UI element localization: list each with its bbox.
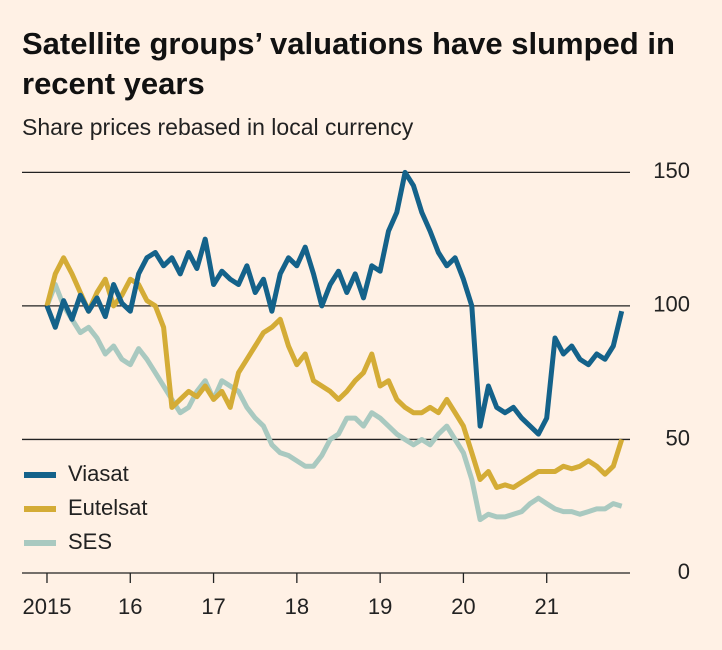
y-tick-label: 100 [653, 292, 690, 317]
legend-label: SES [68, 529, 112, 554]
x-tick-label: 21 [534, 594, 558, 619]
x-tick-label: 17 [201, 594, 225, 619]
y-tick-label: 0 [678, 559, 690, 584]
legend-label: Viasat [68, 461, 129, 486]
line-series [44, 169, 625, 437]
y-tick-label: 150 [653, 158, 690, 183]
x-tick-label: 2015 [23, 594, 72, 619]
line-series [44, 255, 625, 490]
x-tick-label: 16 [118, 594, 142, 619]
x-tick-label: 19 [368, 594, 392, 619]
x-tick-label: 18 [285, 594, 309, 619]
chart-title: Satellite groups’ valuations have slumpe… [22, 26, 675, 101]
x-tick-label: 20 [451, 594, 475, 619]
line-series [44, 282, 623, 523]
legend-label: Eutelsat [68, 495, 148, 520]
chart-subtitle: Share prices rebased in local currency [22, 114, 414, 140]
y-tick-label: 50 [666, 425, 690, 450]
